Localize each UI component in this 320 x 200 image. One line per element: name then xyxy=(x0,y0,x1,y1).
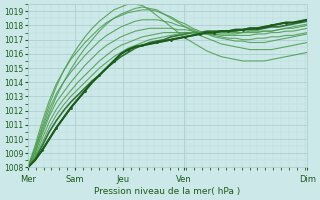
X-axis label: Pression niveau de la mer( hPa ): Pression niveau de la mer( hPa ) xyxy=(94,187,241,196)
